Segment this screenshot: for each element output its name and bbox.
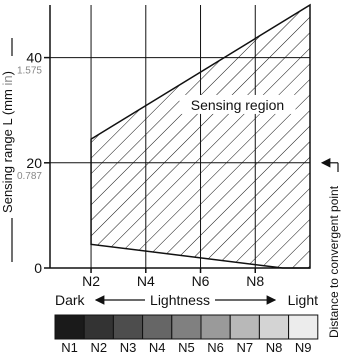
lightness-swatch-label: N6 bbox=[207, 340, 224, 355]
lightness-swatch-label: N4 bbox=[149, 340, 166, 355]
lightness-swatch bbox=[83, 314, 114, 340]
y-tick-label: 0 bbox=[34, 260, 42, 276]
lightness-swatch bbox=[200, 314, 231, 340]
lightness-swatch-label: N2 bbox=[90, 340, 107, 355]
x-tick-label: N2 bbox=[82, 273, 100, 289]
lightness-swatch bbox=[171, 314, 202, 340]
lightness-swatch bbox=[142, 314, 173, 340]
lightness-swatch bbox=[288, 314, 319, 340]
lightness-swatch-label: N8 bbox=[266, 340, 283, 355]
lightness-swatches: N1 N2 N3 N4 N5 N6 N7 N8 N9 bbox=[54, 314, 319, 355]
lightness-label: Lightness bbox=[150, 292, 210, 308]
light-label: Light bbox=[288, 292, 318, 308]
lightness-swatch-label: N3 bbox=[120, 340, 137, 355]
y-tick-sublabel: 1.575 bbox=[17, 66, 42, 77]
x-tick-labels: N2 N4 N6 N8 bbox=[82, 273, 264, 289]
x-tick-label: N4 bbox=[137, 273, 155, 289]
lightness-swatch bbox=[112, 314, 144, 340]
lightness-swatch-label: N9 bbox=[295, 340, 312, 355]
y-axis-title-group: Sensing range L (mm in) bbox=[0, 38, 15, 262]
sensing-region-label-group: Sensing region bbox=[179, 94, 296, 114]
lightness-swatch-label: N5 bbox=[178, 340, 195, 355]
y-axis-title: Sensing range L (mm in) bbox=[0, 71, 15, 213]
y-tick-labels: 0 200.787 401.575 bbox=[17, 50, 42, 276]
lightness-swatch bbox=[54, 314, 85, 340]
convergent-point-label: Distance to convergent point bbox=[327, 185, 341, 338]
convergent-point-marker: Distance to convergent point bbox=[320, 158, 341, 338]
sensing-region-label: Sensing region bbox=[191, 97, 284, 113]
lightness-swatch-label: N1 bbox=[61, 340, 78, 355]
lightness-swatch-label: N7 bbox=[236, 340, 253, 355]
y-tick-label: 40 bbox=[26, 50, 42, 66]
x-tick-label: N6 bbox=[192, 273, 210, 289]
y-axis-title-main: Sensing range L (mm bbox=[0, 89, 15, 213]
dark-label: Dark bbox=[55, 292, 86, 308]
x-tick-label: N8 bbox=[246, 273, 264, 289]
lightness-swatch bbox=[258, 314, 290, 340]
axes bbox=[44, 5, 310, 273]
y-axis-title-unit: in bbox=[0, 75, 15, 85]
lightness-swatch bbox=[229, 314, 260, 340]
y-tick-label: 20 bbox=[26, 155, 42, 171]
sensing-region-label-background bbox=[179, 94, 296, 114]
lightness-axis: Dark Lightness Light bbox=[55, 292, 318, 308]
y-tick-sublabel: 0.787 bbox=[17, 171, 42, 182]
